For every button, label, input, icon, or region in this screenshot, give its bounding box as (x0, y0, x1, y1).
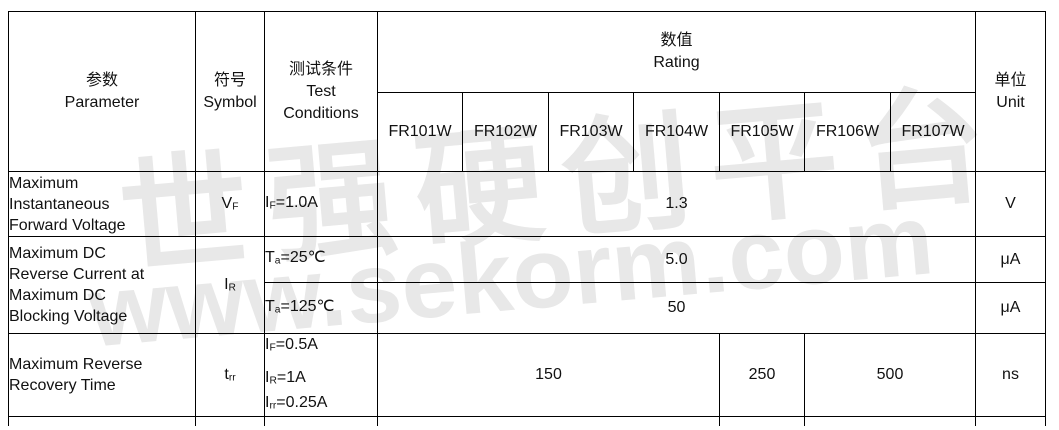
parameter-header-cell: 参数 Parameter (8, 11, 196, 172)
parameter-cell: Maximum Instantaneous Forward Voltage (8, 171, 196, 237)
cutoff-cell (264, 416, 378, 426)
symbol-header-zh: 符号 (213, 71, 246, 89)
value-cell: 150 (377, 332, 720, 418)
parameter-cell: Maximum DC Reverse Current at Maximum DC… (8, 236, 196, 334)
symbol-base: V (221, 195, 233, 212)
test-conditions-header-en2: Conditions (283, 104, 359, 122)
symbol-subscript: rr (228, 372, 236, 384)
cutoff-cell (719, 416, 805, 426)
condition-cell: Ta=25℃ (264, 236, 378, 283)
parameter-line: Blocking Voltage (9, 308, 128, 325)
cutoff-cell (804, 416, 976, 426)
rating-header-en: Rating (653, 54, 700, 71)
parameter-line: Forward Voltage (9, 216, 126, 234)
value-cell: 50 (377, 282, 976, 334)
cutoff-cell (377, 416, 720, 426)
condition-line: IF=0.5A (265, 336, 318, 354)
test-conditions-header-zh: 测试条件 (288, 60, 353, 78)
condition-cell: IF=0.5A IR=1A Irr=0.25A (264, 332, 378, 418)
parameter-line: Recovery Time (9, 377, 116, 395)
part-number-cell: FR101W (377, 92, 463, 172)
symbol-header-cell: 符号 Symbol (195, 11, 265, 172)
condition-line: Ta=25℃ (265, 249, 326, 267)
unit-cell: μA (975, 282, 1046, 334)
symbol-base: t (224, 366, 229, 384)
unit-header-cell: 单位 Unit (975, 11, 1046, 172)
part-number-cell: FR102W (462, 92, 549, 172)
table-cutoff-row (8, 416, 1046, 426)
part-number-cell: FR106W (804, 92, 891, 172)
symbol-cell: VF (195, 171, 265, 237)
rating-header-zh: 数值 (660, 32, 693, 49)
symbol-cell: trr (195, 332, 265, 418)
symbol-base: I (224, 276, 229, 293)
part-number-cell: FR105W (719, 92, 805, 172)
cutoff-cell (8, 416, 196, 426)
unit-cell: ns (975, 332, 1046, 418)
part-number-cell: FR104W (633, 92, 720, 172)
unit-cell: V (975, 171, 1046, 237)
unit-cell: μA (975, 236, 1046, 283)
value-cell: 250 (719, 332, 805, 418)
value-cell: 5.0 (377, 236, 976, 283)
condition-cell: Ta=125℃ (264, 282, 378, 334)
cutoff-cell (975, 416, 1046, 426)
condition-line: Irr=0.25A (265, 393, 328, 412)
parameter-line: Instantaneous (9, 195, 110, 213)
value-cell: 1.3 (377, 171, 976, 237)
parameter-line: Maximum (9, 174, 79, 192)
parameter-line: Reverse Current at (9, 266, 145, 283)
unit-header-zh: 单位 (994, 71, 1027, 89)
part-number-cell: FR107W (890, 92, 976, 172)
parameter-header-en: Parameter (64, 93, 140, 111)
parameter-line: Maximum DC (9, 287, 106, 304)
symbol-cell: IR (195, 236, 265, 334)
condition-cell: IF=1.0A (264, 171, 378, 237)
unit-header-en: Unit (996, 93, 1025, 111)
condition-line: IR=1A (265, 369, 306, 387)
value-cell: 500 (804, 332, 976, 418)
parameter-line: Maximum DC (9, 245, 106, 262)
spec-table: 参数 Parameter 符号 Symbol 测试条件 Test Conditi… (8, 11, 1046, 426)
test-conditions-header-en1: Test (306, 82, 336, 100)
condition-line: IF=1.0A (265, 193, 318, 212)
symbol-subscript: R (228, 282, 236, 294)
cutoff-cell (195, 416, 265, 426)
rating-header-cell: 数值 Rating (377, 11, 976, 93)
part-number-cell: FR103W (548, 92, 634, 172)
symbol-subscript: F (232, 201, 239, 213)
parameter-line: Maximum Reverse (9, 356, 143, 374)
condition-line: Ta=125℃ (265, 297, 335, 316)
parameter-header-zh: 参数 (85, 71, 118, 89)
symbol-header-en: Symbol (203, 93, 257, 111)
parameter-cell: Maximum Reverse Recovery Time (8, 332, 196, 418)
test-conditions-header-cell: 测试条件 Test Conditions (264, 11, 378, 172)
